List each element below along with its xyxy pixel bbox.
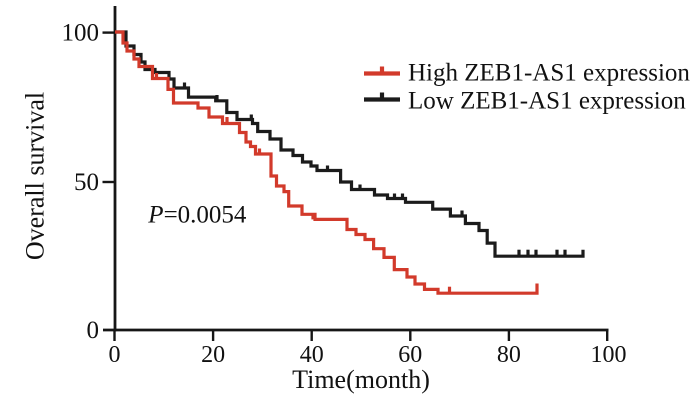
svg-text:50: 50: [74, 169, 99, 196]
svg-text:60: 60: [398, 342, 422, 368]
svg-text:80: 80: [497, 342, 521, 368]
svg-text:High ZEB1-AS1 expression: High ZEB1-AS1 expression: [408, 60, 690, 87]
svg-text:100: 100: [62, 20, 100, 47]
svg-text:40: 40: [300, 342, 324, 368]
svg-text:20: 20: [201, 342, 225, 368]
svg-text:Time(month): Time(month): [292, 365, 430, 394]
svg-text:Low ZEB1-AS1 expression: Low ZEB1-AS1 expression: [408, 88, 686, 115]
svg-text:0: 0: [109, 342, 121, 368]
svg-text:Overall survival: Overall survival: [20, 92, 49, 260]
svg-text:0: 0: [87, 317, 100, 344]
svg-text:P=0.0054: P=0.0054: [147, 202, 247, 229]
svg-text:100: 100: [591, 342, 627, 368]
